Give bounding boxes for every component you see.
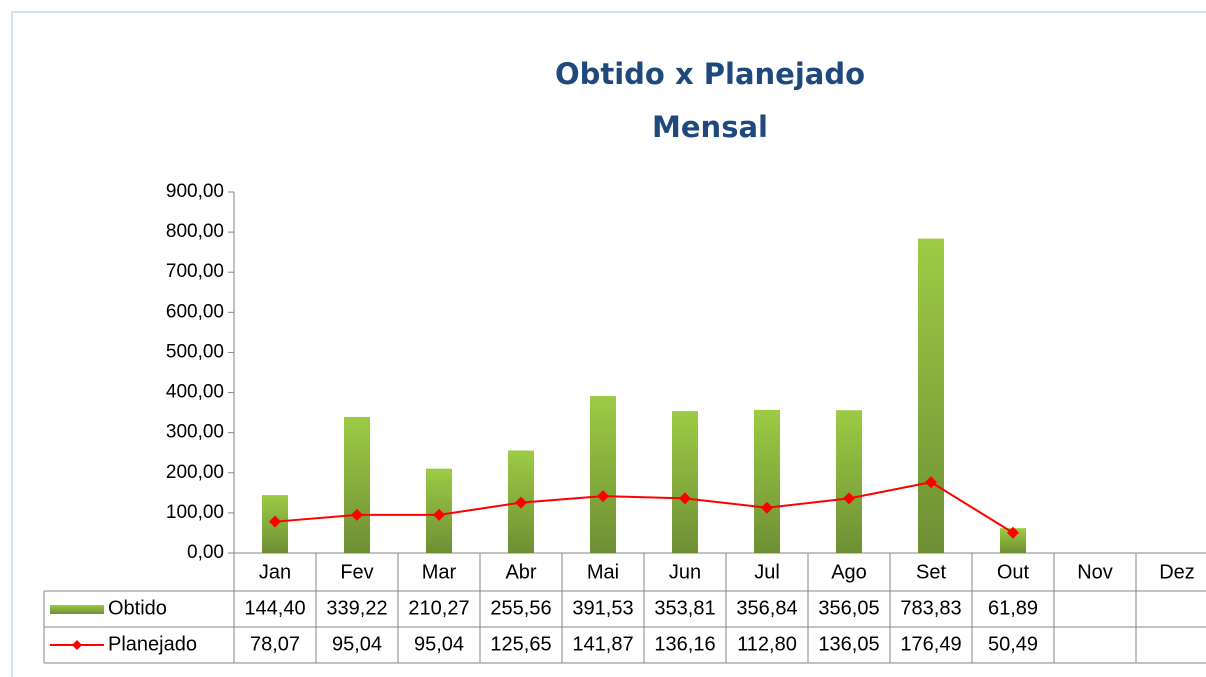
table-value: 141,87 bbox=[572, 633, 633, 655]
x-tick-label: Out bbox=[997, 561, 1030, 583]
bar bbox=[590, 395, 616, 553]
x-tick-label: Abr bbox=[505, 561, 536, 583]
y-tick-label: 900,00 bbox=[166, 181, 224, 202]
marker bbox=[925, 476, 937, 489]
bar bbox=[918, 238, 944, 553]
y-tick-label: 400,00 bbox=[166, 382, 224, 403]
x-tick-label: Mai bbox=[587, 561, 619, 583]
marker bbox=[679, 492, 691, 505]
table-value: 95,04 bbox=[414, 633, 464, 655]
table-value: 353,81 bbox=[654, 597, 715, 619]
x-tick-label: Ago bbox=[831, 561, 867, 583]
chart-frame bbox=[11, 11, 1206, 677]
x-tick-label: Fev bbox=[340, 561, 373, 583]
line bbox=[274, 481, 1014, 534]
table-value: 255,56 bbox=[490, 597, 551, 619]
marker bbox=[269, 515, 281, 528]
table-value: 136,16 bbox=[654, 633, 715, 655]
table-value: 112,80 bbox=[737, 633, 797, 655]
table-value: 210,27 bbox=[408, 597, 469, 619]
x-tick-label: Jun bbox=[669, 561, 701, 583]
table-value: 50,49 bbox=[988, 633, 1038, 655]
y-tick-label: 0,00 bbox=[187, 542, 224, 563]
bar bbox=[836, 410, 862, 553]
x-tick-label: Dez bbox=[1159, 561, 1195, 583]
y-tick-label: 100,00 bbox=[166, 502, 224, 523]
x-tick-label: Jan bbox=[259, 561, 291, 583]
marker bbox=[351, 508, 363, 521]
table-value: 339,22 bbox=[326, 597, 387, 619]
x-tick-label: Mar bbox=[422, 561, 457, 583]
x-tick-label: Jul bbox=[754, 561, 780, 583]
legend-swatch bbox=[50, 605, 104, 614]
bar bbox=[344, 416, 370, 553]
legend-marker bbox=[72, 640, 82, 650]
y-tick-label: 700,00 bbox=[166, 261, 224, 282]
table-value: 136,05 bbox=[818, 633, 879, 655]
marker bbox=[1007, 526, 1019, 539]
chart-title: Mensal bbox=[652, 110, 768, 144]
chart-title: Obtido x Planejado bbox=[555, 57, 865, 91]
table-value: 78,07 bbox=[250, 633, 300, 655]
y-tick-label: 300,00 bbox=[166, 422, 224, 443]
table-value: 95,04 bbox=[332, 633, 382, 655]
marker bbox=[843, 492, 855, 505]
table-value: 783,83 bbox=[900, 597, 961, 619]
y-tick-label: 500,00 bbox=[166, 341, 224, 362]
x-tick-label: Nov bbox=[1077, 561, 1113, 583]
legend-label: Obtido bbox=[108, 597, 167, 619]
marker bbox=[515, 496, 527, 509]
table-value: 61,89 bbox=[988, 597, 1038, 619]
table-value: 144,40 bbox=[244, 597, 305, 619]
y-tick-label: 200,00 bbox=[166, 462, 224, 483]
marker bbox=[597, 490, 609, 503]
table-value: 125,65 bbox=[490, 633, 551, 655]
bar bbox=[754, 409, 780, 553]
table-value: 391,53 bbox=[572, 597, 633, 619]
marker bbox=[433, 508, 445, 521]
table-value: 176,49 bbox=[900, 633, 961, 655]
y-tick-label: 600,00 bbox=[166, 301, 224, 322]
x-tick-label: Set bbox=[916, 561, 946, 583]
y-tick-label: 800,00 bbox=[166, 221, 224, 242]
bar bbox=[672, 411, 698, 553]
marker bbox=[761, 501, 773, 514]
table-value: 356,84 bbox=[736, 597, 797, 619]
table-value: 356,05 bbox=[818, 597, 879, 619]
legend-label: Planejado bbox=[108, 633, 197, 655]
